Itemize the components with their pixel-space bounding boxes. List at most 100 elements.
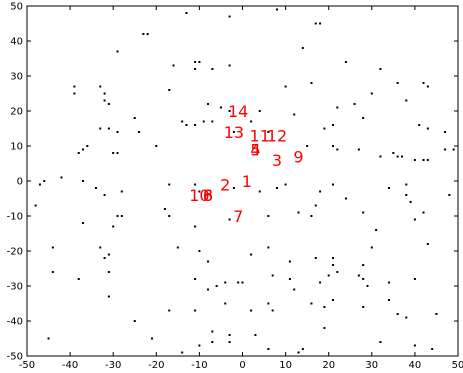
data-point — [107, 127, 110, 130]
data-point — [336, 271, 339, 273]
data-point — [422, 159, 425, 161]
annotation-label: 8 — [203, 186, 213, 205]
data-point — [332, 145, 335, 147]
data-point — [194, 124, 197, 126]
x-tick-label: -20 — [148, 360, 164, 371]
data-point — [448, 194, 451, 196]
data-point — [86, 145, 89, 147]
data-point — [34, 204, 37, 207]
y-tick-label: -50 — [7, 352, 23, 363]
data-point — [168, 183, 171, 186]
annotation-label: 12 — [267, 127, 287, 146]
data-point — [426, 243, 429, 245]
axis-ticks — [26, 5, 459, 357]
data-point — [332, 183, 335, 186]
data-point — [362, 278, 365, 280]
data-point — [314, 22, 317, 25]
data-point — [413, 218, 416, 221]
data-point — [310, 215, 313, 217]
data-point — [332, 124, 335, 126]
data-point — [82, 148, 85, 151]
annotation-label: 5 — [250, 141, 260, 160]
data-point — [116, 152, 119, 154]
data-point — [293, 288, 296, 291]
data-point — [284, 85, 287, 88]
data-point — [301, 47, 304, 49]
y-tick-label: 30 — [10, 72, 23, 83]
data-point — [379, 155, 382, 158]
data-point — [202, 120, 205, 123]
x-tick-label: 10 — [279, 360, 292, 371]
data-point — [142, 33, 145, 35]
data-point — [413, 159, 416, 161]
data-point — [267, 348, 270, 350]
annotation-label: 13 — [224, 123, 244, 142]
data-point — [194, 68, 197, 70]
data-point — [228, 110, 231, 112]
y-tick-label: -20 — [7, 247, 23, 258]
data-point — [194, 225, 197, 228]
data-point — [426, 159, 429, 161]
data-point — [362, 264, 365, 266]
data-point — [181, 120, 184, 123]
data-point — [250, 309, 253, 312]
data-point — [396, 155, 399, 158]
data-point — [271, 274, 274, 277]
annotation-label: 1 — [242, 172, 252, 191]
data-point — [211, 68, 214, 70]
data-point — [198, 250, 201, 252]
data-point — [310, 82, 313, 84]
data-point — [94, 187, 97, 189]
data-point — [297, 351, 300, 354]
data-point — [297, 211, 300, 214]
data-point — [232, 131, 235, 133]
data-point — [99, 127, 102, 130]
x-tick-label: 20 — [322, 360, 335, 371]
data-point — [120, 215, 123, 217]
x-tick-label: 50 — [452, 360, 463, 371]
annotation-label: 10 — [189, 186, 209, 205]
data-point — [107, 103, 110, 105]
data-point — [267, 215, 270, 217]
data-point — [103, 92, 106, 95]
data-point — [198, 190, 201, 193]
data-point — [275, 187, 278, 189]
data-point — [392, 152, 395, 154]
data-point — [396, 82, 399, 84]
data-point — [396, 313, 399, 315]
data-point — [228, 334, 231, 336]
data-point — [211, 120, 214, 123]
data-point — [150, 337, 153, 340]
data-point — [254, 334, 257, 336]
data-point — [319, 281, 322, 284]
data-point — [426, 127, 429, 130]
data-point — [301, 348, 304, 350]
data-point — [176, 246, 179, 249]
data-point — [241, 281, 244, 284]
data-point — [181, 351, 184, 354]
data-point — [288, 260, 291, 263]
x-tick-label: 0 — [239, 360, 245, 371]
data-point — [194, 61, 197, 63]
data-point — [103, 194, 106, 196]
data-point — [336, 106, 339, 109]
data-point — [258, 190, 261, 193]
data-point — [228, 341, 231, 343]
data-point — [275, 8, 278, 11]
y-tick-label: 20 — [10, 107, 23, 118]
data-point — [422, 211, 425, 214]
y-tick-label: 10 — [10, 142, 23, 153]
data-point — [422, 82, 425, 84]
data-point — [362, 306, 365, 308]
data-point — [362, 211, 365, 214]
data-point — [103, 257, 106, 259]
data-point — [107, 271, 110, 273]
data-point — [168, 215, 171, 217]
data-point — [388, 187, 391, 189]
data-point — [388, 299, 391, 301]
data-point — [99, 246, 102, 249]
data-point — [375, 229, 378, 231]
data-point — [357, 274, 360, 277]
